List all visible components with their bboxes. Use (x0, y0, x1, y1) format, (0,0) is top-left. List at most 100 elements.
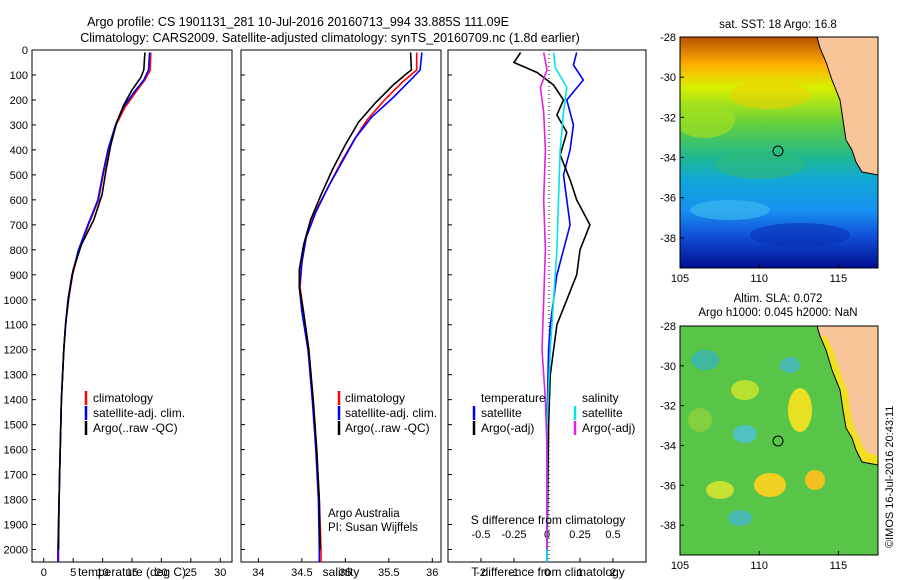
figure-title: Argo profile: CS 1901131_281 10-Jul-2016… (87, 15, 509, 29)
legend-group-temperature: temperature (481, 391, 546, 405)
sst-patch (730, 81, 810, 109)
s-difference-tick-label: -0.25 (501, 529, 526, 541)
sla-coastline (816, 326, 878, 466)
depth-tick-label: 0 (22, 45, 28, 57)
sla-anomaly (706, 481, 734, 499)
latitude-tick-label: -36 (660, 193, 676, 205)
salinity-axis-label: salinity (323, 565, 360, 579)
series-line-argo-raw-qc (298, 52, 413, 550)
legend-t-satellite: satellite (481, 406, 522, 420)
depth-tick-label: 1900 (4, 520, 28, 532)
sst-map-title: sat. SST: 18 Argo: 16.8 (719, 19, 837, 31)
depth-tick-label: 700 (10, 220, 28, 232)
depth-tick-label: 1800 (4, 495, 28, 507)
s-difference-axis-label: S difference from climatology (471, 513, 626, 527)
series-line-salinity-satellite (546, 52, 568, 562)
sst-land (817, 37, 878, 175)
sla-anomaly (805, 470, 825, 490)
temperature-axis-label: temperature (deg C) (78, 565, 186, 579)
t-difference-tick-label: -1 (509, 567, 519, 579)
sst-patch (750, 223, 850, 247)
float-owner-line2: PI: Susan Wijffels (328, 522, 418, 534)
longitude-tick-label: 115 (830, 560, 848, 572)
depth-axis: 0 100 200 300 400 500 600 700 800 900 1000 1100 1200… (4, 45, 452, 557)
latitude-tick-label: -36 (660, 480, 676, 492)
longitude-tick-label: 105 (671, 273, 689, 285)
salinity-legend: climatology satellite-adj. clim. Argo(..… (337, 391, 437, 435)
t-difference-tick-label: 2 (610, 567, 616, 579)
sla-anomaly (754, 473, 786, 497)
latitude-tick-label: -34 (660, 440, 676, 452)
legend-climatology: climatology (93, 391, 153, 405)
sla-anomaly (691, 350, 719, 370)
sla-anomaly (780, 357, 800, 373)
imos-timestamp: ©IMOS 16-Jul-2016 20:43:11 (884, 406, 896, 548)
legend-satellite: satellite-adj. clim. (345, 406, 437, 420)
depth-tick-label: 1100 (4, 320, 28, 332)
sst-patch (680, 102, 735, 138)
sst-argo-marker (772, 145, 784, 157)
sla-map-frame (679, 325, 879, 556)
sla-map-subtitle: Argo h1000: 0.045 h2000: NaN (698, 307, 857, 319)
legend-argo: Argo(..raw -QC) (93, 421, 178, 435)
sst-map-axes: 105 110 115 -28 -30 -32 -34 -36 -38 (660, 32, 847, 285)
latitude-tick-label: -30 (660, 72, 676, 84)
difference-series (512, 52, 591, 562)
latitude-tick-label: -32 (660, 401, 676, 413)
depth-tick-label: 1200 (4, 345, 28, 357)
sst-patch (690, 200, 770, 220)
salinity-tick-label: 36 (426, 567, 438, 579)
depth-tick-label: 1300 (4, 370, 28, 382)
series-line-salinity-argo-adj (539, 52, 548, 550)
t-difference-tick-label: -2 (476, 567, 486, 579)
t-difference-tick-label: 0 (544, 567, 550, 579)
sst-coastline (816, 37, 878, 176)
sst-map (680, 37, 878, 268)
s-difference-tick-label: -0.5 (472, 529, 491, 541)
temperature-tick-label: 30 (214, 567, 226, 579)
sst-map-frame (679, 36, 879, 269)
depth-tick-label: 1700 (4, 470, 28, 482)
depth-tick-label: 1600 (4, 445, 28, 457)
temperature-axis: 0 5 10 15 20 25 30 (41, 558, 226, 579)
series-line-temperature-argo-adj (512, 52, 591, 550)
t-difference-tick-label: 1 (577, 567, 583, 579)
longitude-tick-label: 115 (830, 273, 848, 285)
temperature-tick-label: 15 (126, 567, 138, 579)
difference-legend: temperature salinity satellite Argo(-adj… (472, 391, 635, 435)
difference-axis: -2 -1 0 1 2 (476, 558, 616, 579)
legend-satellite: satellite-adj. clim. (93, 406, 185, 420)
depth-tick-label: 600 (10, 195, 28, 207)
series-line-argo-raw-qc (57, 52, 146, 550)
latitude-tick-label: -28 (660, 321, 676, 333)
depth-tick-label: 900 (10, 270, 28, 282)
sla-anomaly (731, 380, 759, 400)
temperature-tick-label: 5 (70, 567, 76, 579)
depth-tick-label: 300 (10, 120, 28, 132)
series-line-temperature-satellite (546, 52, 585, 562)
temperature-tick-label: 10 (96, 567, 108, 579)
sla-coastal-band (820, 336, 878, 465)
depth-tick-label: 100 (10, 70, 28, 82)
sla-anomaly (688, 408, 712, 432)
s-difference-tick-label: 0.25 (569, 529, 590, 541)
series-line-satellite-adj-clim (57, 52, 151, 562)
sla-anomaly (733, 425, 757, 443)
depth-tick-label: 500 (10, 170, 28, 182)
legend-group-salinity: salinity (582, 391, 619, 405)
longitude-tick-label: 110 (750, 273, 768, 285)
float-owner-line1: Argo Australia (328, 508, 400, 520)
legend-s-satellite: satellite (582, 406, 623, 420)
longitude-tick-label: 105 (671, 560, 689, 572)
salinity-tick-label: 35 (339, 567, 351, 579)
s-difference-tick-label: 0.5 (605, 529, 620, 541)
salinity-panel-frame (240, 49, 442, 563)
temperature-legend: climatology satellite-adj. clim. Argo(..… (84, 391, 185, 435)
figure-subtitle: Climatology: CARS2009. Satellite-adjuste… (80, 31, 580, 45)
longitude-tick-label: 110 (750, 560, 768, 572)
t-difference-axis-label: T difference from climatology (471, 565, 625, 579)
latitude-tick-label: -32 (660, 112, 676, 124)
latitude-tick-label: -38 (660, 233, 676, 245)
sla-map-title: Altim. SLA: 0.072 (734, 293, 823, 305)
sla-anomaly (728, 510, 752, 526)
